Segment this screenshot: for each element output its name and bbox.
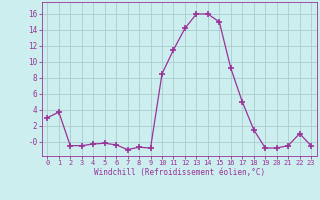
X-axis label: Windchill (Refroidissement éolien,°C): Windchill (Refroidissement éolien,°C) xyxy=(94,168,265,177)
